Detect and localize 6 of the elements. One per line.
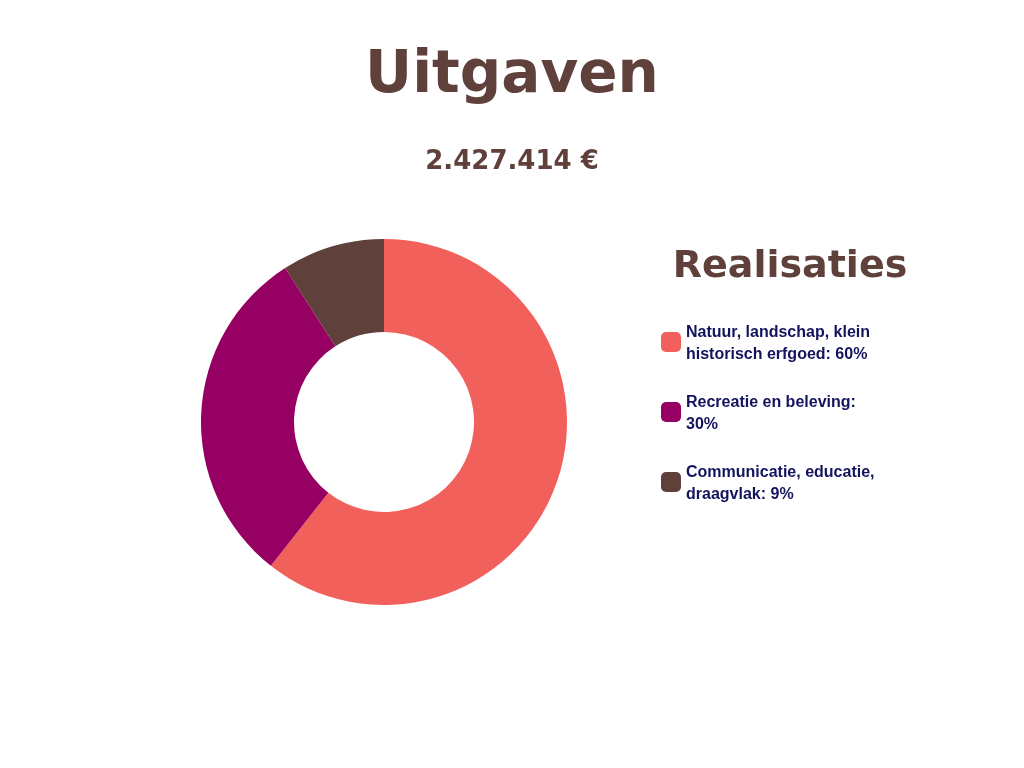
legend-label: Recreatie en beleving: 30%	[686, 392, 861, 432]
chart-subtitle: 2.427.414 €	[425, 145, 599, 175]
legend-label: Communicatie, educatie, draagvlak: 9%	[686, 462, 879, 502]
legend-title: Realisaties	[672, 242, 908, 286]
chart-title: Uitgaven	[365, 38, 659, 106]
legend-label: Natuur, landschap, klein historisch erfgoed: 60%	[686, 322, 875, 362]
